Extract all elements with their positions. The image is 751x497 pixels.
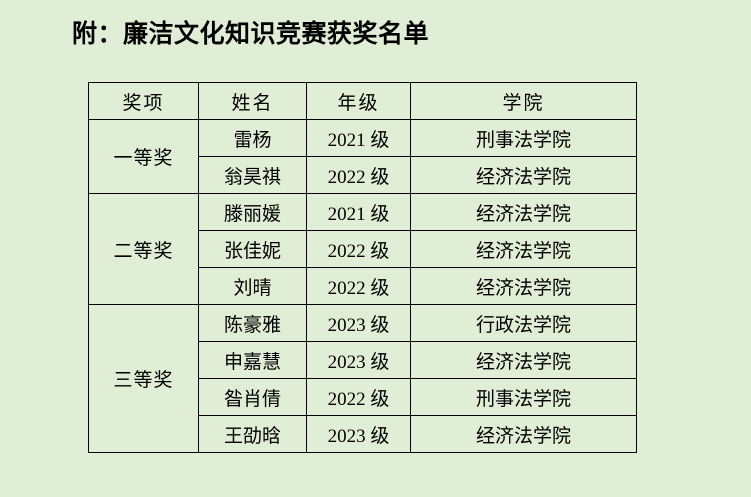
winner-college: 经济法学院	[410, 230, 637, 268]
winner-college: 经济法学院	[410, 415, 637, 453]
winner-name: 雷杨	[198, 119, 307, 157]
table-row: 张佳妮 2022 级 经济法学院	[89, 230, 637, 268]
winner-college: 刑事法学院	[410, 378, 637, 416]
page-title: 附：廉洁文化知识竞赛获奖名单	[72, 21, 430, 48]
table-header-row: 奖项 姓名 年级 学院	[88, 82, 637, 120]
winner-college: 经济法学院	[410, 267, 637, 305]
winner-grade: 2023 级	[306, 304, 411, 342]
winner-college: 行政法学院	[410, 304, 637, 342]
column-header-college: 学院	[410, 82, 637, 120]
winner-grade: 2023 级	[306, 415, 411, 453]
table-row: 申嘉慧 2023 级 经济法学院	[89, 341, 637, 379]
winner-grade: 2022 级	[306, 230, 411, 268]
winner-name: 陈豪雅	[198, 304, 307, 342]
winner-name: 张佳妮	[198, 230, 307, 268]
column-header-award: 奖项	[88, 82, 199, 120]
table-row: 王劭晗 2023 级 经济法学院	[89, 415, 637, 453]
winner-college: 经济法学院	[410, 193, 637, 231]
award-group-label: 三等奖	[88, 304, 199, 453]
winner-college: 经济法学院	[410, 156, 637, 194]
table-row: 翁昊祺 2022 级 经济法学院	[89, 156, 637, 194]
table-row: 一等奖 雷杨 2021 级 刑事法学院	[88, 119, 637, 194]
winner-name: 滕丽媛	[198, 193, 307, 231]
award-list-table-container: 奖项 姓名 年级 学院 一等奖 雷杨 2021 级 刑事法学院 翁昊祺 2022…	[88, 82, 637, 453]
winner-grade: 2023 级	[306, 341, 411, 379]
winner-grade: 2021 级	[306, 119, 411, 157]
winner-grade: 2022 级	[306, 267, 411, 305]
winner-name: 刘晴	[198, 267, 307, 305]
award-group-label: 一等奖	[88, 119, 199, 194]
winner-name: 翁昊祺	[198, 156, 307, 194]
winner-name: 王劭晗	[198, 415, 307, 453]
table-row: 昝肖倩 2022 级 刑事法学院	[89, 378, 637, 416]
winner-name: 昝肖倩	[198, 378, 307, 416]
winner-grade: 2022 级	[306, 378, 411, 416]
award-group-label: 二等奖	[88, 193, 199, 305]
winner-college: 经济法学院	[410, 341, 637, 379]
column-header-grade: 年级	[306, 82, 411, 120]
table-row: 刘晴 2022 级 经济法学院	[89, 267, 637, 305]
winner-college: 刑事法学院	[410, 119, 637, 157]
winner-grade: 2021 级	[306, 193, 411, 231]
table-row: 二等奖 滕丽媛 2021 级 经济法学院	[88, 193, 637, 305]
winner-grade: 2022 级	[306, 156, 411, 194]
award-list-table: 奖项 姓名 年级 学院 一等奖 雷杨 2021 级 刑事法学院 翁昊祺 2022…	[88, 82, 637, 453]
table-row: 三等奖 陈豪雅 2023 级 行政法学院	[88, 304, 637, 453]
winner-name: 申嘉慧	[198, 341, 307, 379]
column-header-name: 姓名	[198, 82, 307, 120]
